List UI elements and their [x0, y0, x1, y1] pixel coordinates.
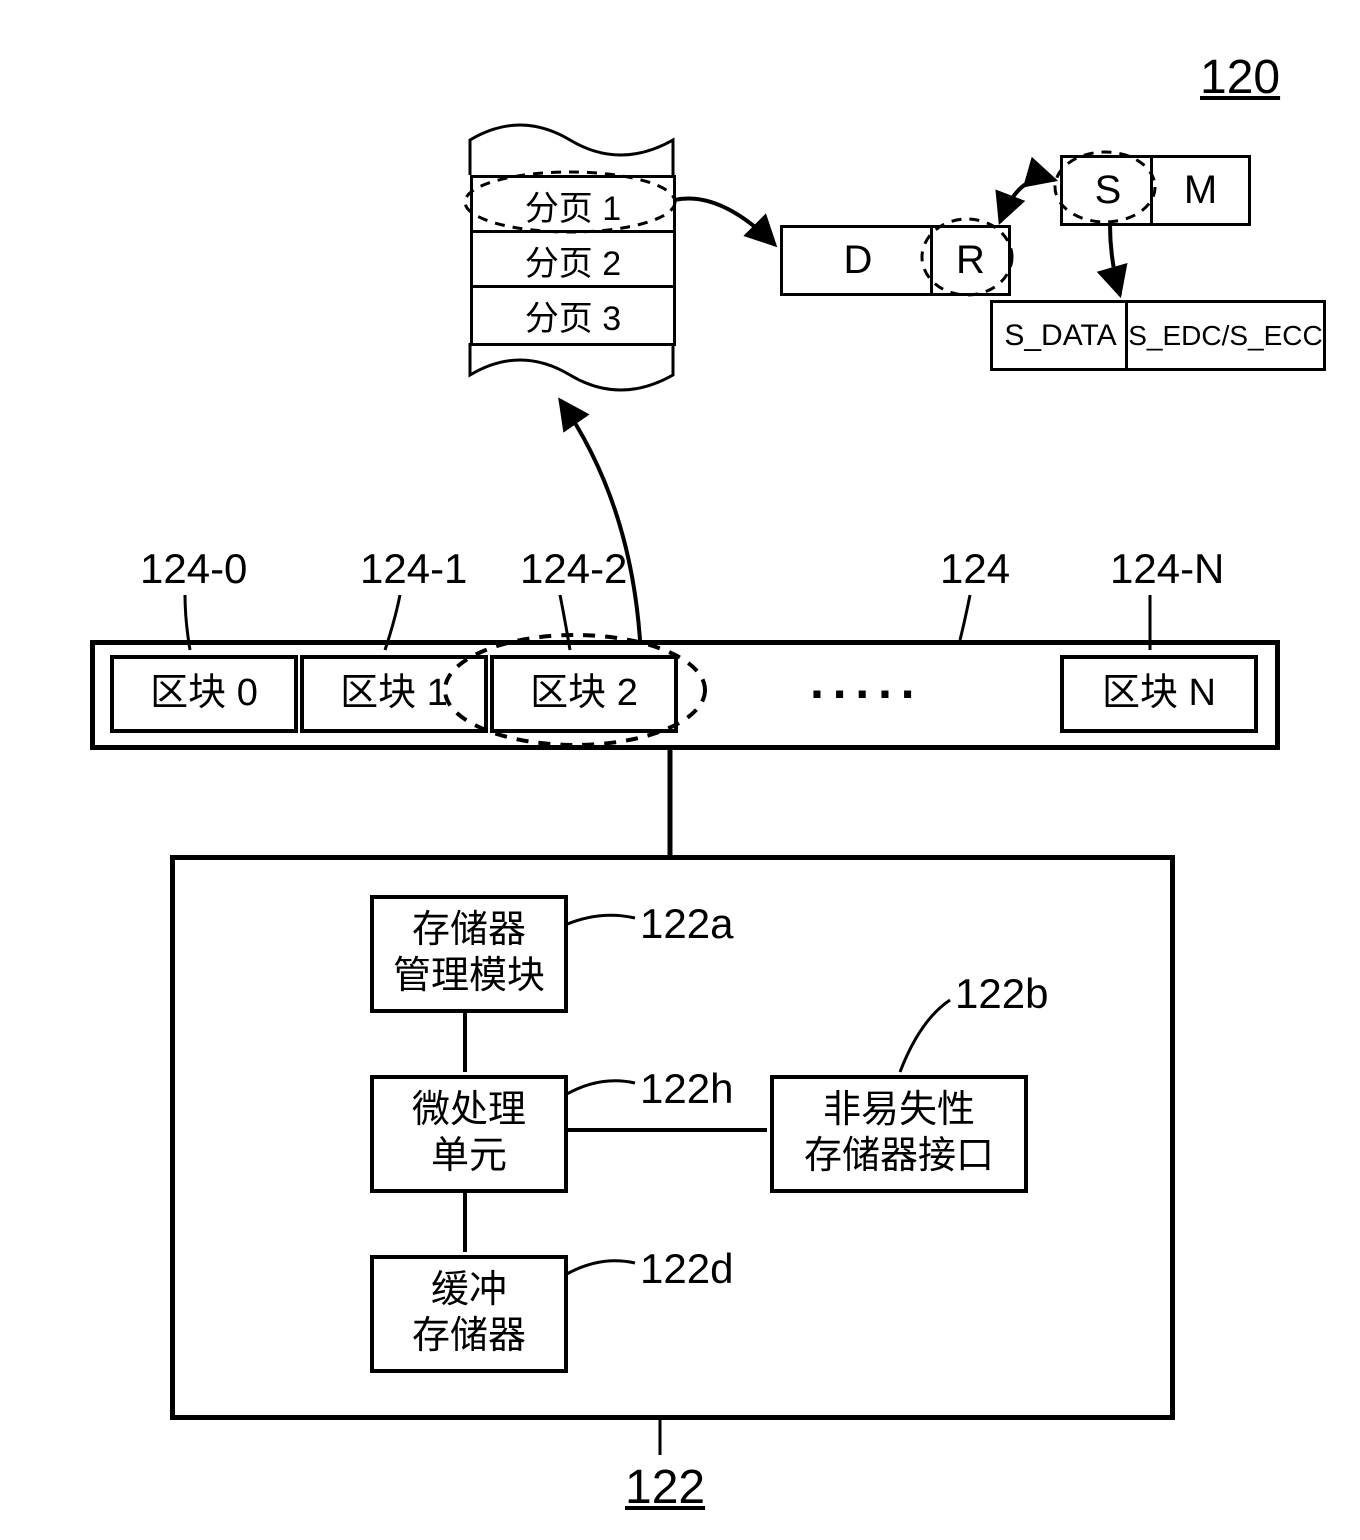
block-0: 区块 0: [110, 655, 298, 733]
label-124: 124: [940, 545, 1010, 593]
nv-interface: 非易失性 存储器接口: [770, 1075, 1028, 1193]
mgmt-label: 122a: [640, 900, 733, 948]
block-1: 区块 1: [300, 655, 488, 733]
label-124-n: 124-N: [1110, 545, 1224, 593]
m-box: M: [1150, 155, 1251, 226]
buffer: 缓冲 存储器: [370, 1255, 568, 1373]
label-124-2: 124-2: [520, 545, 627, 593]
label-124-0: 124-0: [140, 545, 247, 593]
buffer-label: 122d: [640, 1245, 733, 1293]
page-1: 分页 1: [470, 175, 676, 236]
sdata-box: S_DATA: [990, 300, 1131, 371]
d-box: D: [780, 225, 936, 296]
s-box: S: [1060, 155, 1156, 226]
r-box: R: [930, 225, 1011, 296]
block-dots: ·····: [810, 665, 923, 723]
secc-box: S_EDC/S_ECC: [1125, 300, 1326, 371]
mpu-label: 122h: [640, 1065, 733, 1113]
mgmt-module: 存储器 管理模块: [370, 895, 568, 1013]
nv-label: 122b: [955, 970, 1048, 1018]
page-2: 分页 2: [470, 230, 676, 291]
block-2: 区块 2: [490, 655, 678, 733]
block-n: 区块 N: [1060, 655, 1258, 733]
page-3: 分页 3: [470, 285, 676, 346]
label-124-1: 124-1: [360, 545, 467, 593]
mpu: 微处理 单元: [370, 1075, 568, 1193]
figure-number: 120: [1200, 50, 1280, 105]
controller-label: 122: [625, 1460, 705, 1515]
